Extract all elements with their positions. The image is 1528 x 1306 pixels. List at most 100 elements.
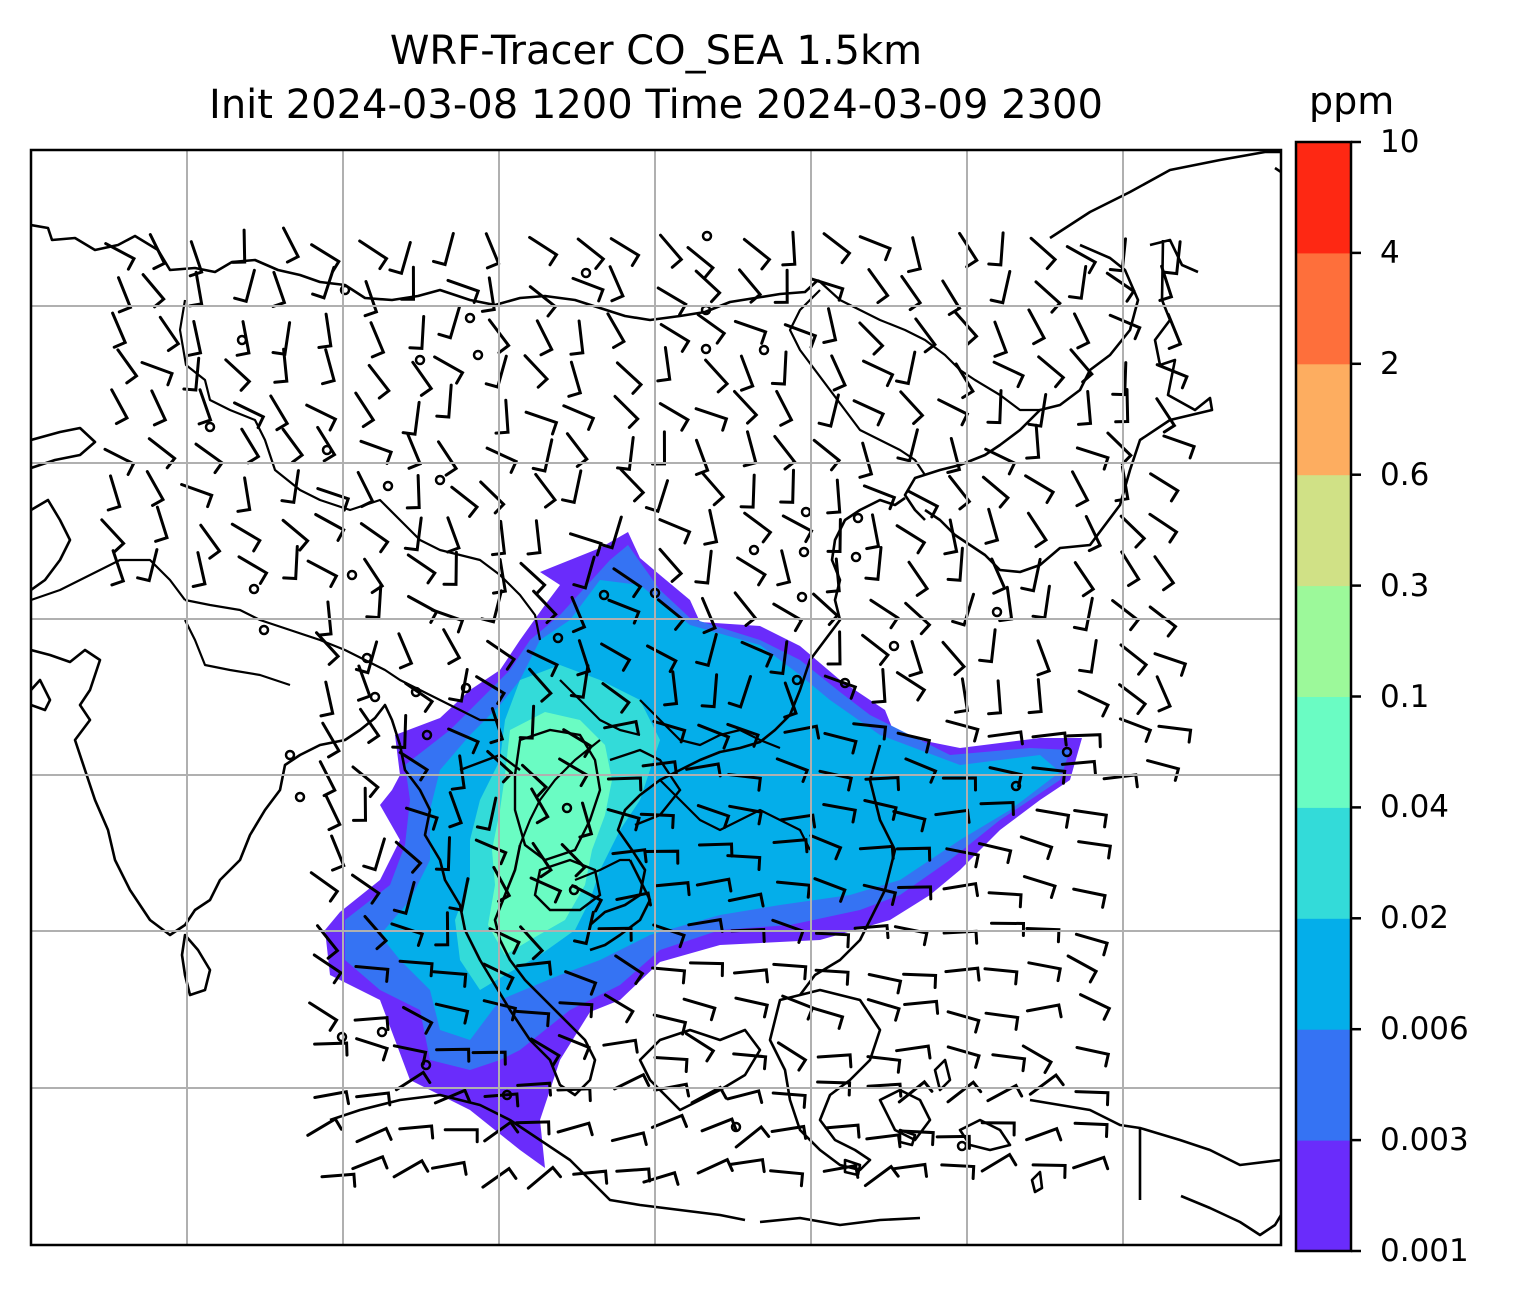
wind-barb — [1120, 550, 1141, 587]
wind-barb — [986, 1083, 1024, 1103]
wind-barb — [652, 1013, 688, 1036]
wind-barb — [896, 428, 919, 463]
map-border — [29, 148, 1283, 1247]
wind-barb — [576, 639, 592, 677]
wind-barb — [1034, 280, 1062, 314]
wind-barb — [614, 954, 645, 985]
wind-barb — [306, 559, 339, 589]
wind-barb — [1073, 312, 1091, 350]
wind-barb — [433, 355, 465, 385]
wind-barb — [390, 922, 425, 947]
wind-barb — [188, 270, 204, 308]
colorbar-tick-label: 0.3 — [1380, 567, 1430, 604]
wind-barb — [984, 447, 1017, 476]
wind-barb — [564, 970, 598, 996]
wind-barb — [491, 519, 507, 557]
wind-barb — [993, 320, 1009, 358]
wind-barb — [978, 628, 997, 664]
wind-barb — [727, 675, 752, 709]
wind-barb — [738, 268, 763, 304]
wind-barb — [492, 558, 508, 595]
wind-barb — [696, 1157, 734, 1175]
wind-barb — [606, 312, 626, 349]
wind-barb — [158, 315, 181, 352]
wind-barb — [867, 268, 890, 305]
wind-barb — [696, 313, 727, 345]
wind-barb — [362, 837, 386, 872]
wind-barb — [700, 471, 726, 507]
wind-barb — [530, 787, 550, 825]
calm-wind-marker — [800, 506, 812, 518]
wind-barb — [351, 873, 381, 905]
wind-barb — [907, 489, 940, 519]
calm-wind-marker — [1010, 780, 1022, 792]
wind-barb — [981, 475, 1011, 509]
wind-barb — [434, 911, 450, 947]
wind-barb — [1077, 689, 1110, 718]
wind-barb — [1071, 470, 1090, 508]
wind-barb — [432, 970, 468, 988]
wind-barb — [398, 959, 434, 978]
wind-barb — [312, 953, 343, 985]
wind-barb — [110, 388, 130, 426]
wind-barb — [104, 242, 137, 271]
wind-barb — [404, 681, 435, 713]
wind-barb — [529, 1037, 561, 1068]
wind-barb — [515, 1120, 551, 1136]
wind-barb — [726, 722, 760, 748]
wind-barb — [990, 557, 1007, 595]
wind-barb — [103, 447, 136, 476]
wind-barb — [572, 555, 596, 590]
wind-barb — [941, 776, 977, 792]
wind-barb — [526, 519, 542, 556]
wind-barb — [1073, 1121, 1109, 1138]
wind-barb — [318, 760, 337, 798]
wind-barb — [781, 514, 814, 543]
wind-barb — [597, 926, 633, 942]
wind-barb — [1065, 245, 1098, 275]
wind-barb — [817, 393, 840, 428]
wind-barb — [197, 388, 213, 426]
wind-barb — [984, 1011, 1020, 1031]
wind-barb — [1118, 683, 1148, 716]
wind-barb — [316, 924, 340, 960]
wind-barb — [481, 1166, 518, 1189]
calm-wind-marker — [850, 551, 862, 563]
wind-barb — [983, 967, 1019, 986]
wind-barb — [943, 518, 959, 556]
wind-barb — [814, 968, 850, 986]
wind-barb — [1155, 675, 1172, 713]
wind-barb — [269, 394, 290, 432]
calm-wind-marker — [561, 802, 573, 814]
wind-barb — [199, 523, 222, 560]
wind-barb — [861, 633, 891, 666]
wind-barb — [320, 1172, 357, 1188]
wind-barb — [863, 1164, 900, 1188]
wind-barb — [571, 884, 604, 913]
calm-wind-marker — [700, 304, 712, 316]
wind-barb — [603, 993, 635, 1024]
wind-barb — [1106, 431, 1133, 466]
wind-barb — [815, 931, 851, 949]
wind-barb — [433, 1088, 472, 1105]
wind-barb — [701, 596, 717, 635]
wind-barb — [475, 796, 498, 832]
wind-barb — [696, 804, 731, 829]
wind-barb — [1027, 308, 1047, 346]
wind-barb — [316, 487, 351, 512]
wind-barb — [865, 513, 881, 551]
wind-barb — [471, 1050, 507, 1066]
calm-wind-marker — [568, 884, 580, 896]
wind-barb — [608, 265, 625, 303]
wind-barb — [448, 791, 464, 829]
wind-barb — [1073, 561, 1096, 598]
wind-barb — [1146, 759, 1181, 782]
wind-barb — [695, 877, 733, 893]
wind-barb — [742, 237, 772, 271]
wind-barb — [600, 642, 632, 672]
wind-barb — [686, 246, 716, 279]
wind-barb — [1027, 961, 1062, 983]
wind-barb — [823, 674, 858, 700]
wind-barb — [783, 724, 821, 740]
